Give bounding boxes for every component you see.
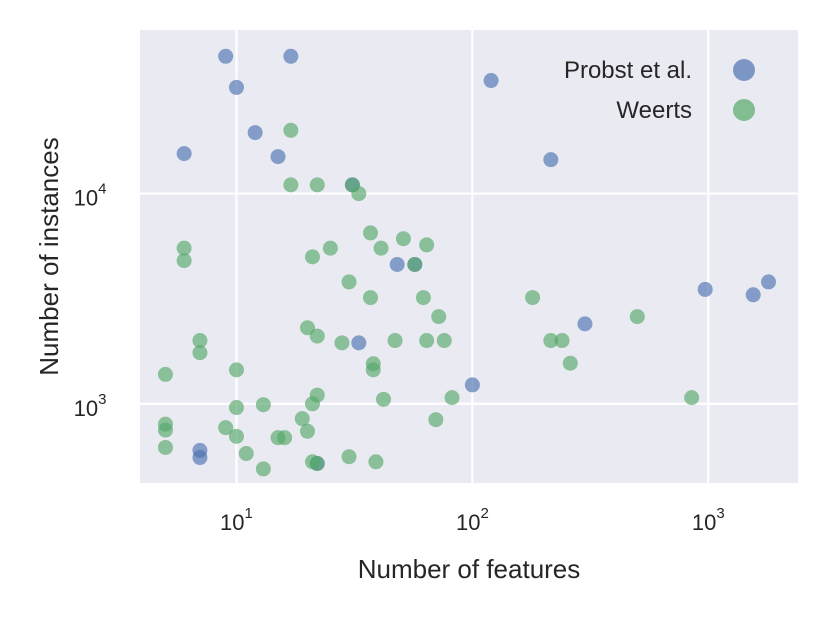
legend-marker (733, 99, 755, 121)
data-point (431, 309, 447, 325)
data-point (255, 461, 271, 477)
data-point (373, 240, 389, 256)
data-point (436, 333, 452, 349)
data-point (483, 73, 499, 89)
data-point (464, 377, 480, 393)
data-point (176, 240, 192, 256)
data-points (157, 48, 777, 477)
data-point (299, 320, 315, 336)
data-point (270, 149, 286, 165)
data-point (562, 355, 578, 371)
data-point (277, 430, 293, 446)
data-point (157, 439, 173, 455)
data-point (228, 428, 244, 444)
data-point (415, 290, 431, 306)
data-point (299, 423, 315, 439)
data-point (407, 256, 423, 272)
data-point (283, 122, 299, 138)
legend-label: Probst et al. (564, 57, 692, 84)
data-point (157, 366, 173, 382)
x-tick-label: 103 (692, 505, 725, 535)
data-point (192, 333, 208, 349)
legend: Probst et al. Weerts (564, 57, 755, 124)
data-point (389, 256, 405, 272)
data-point (228, 79, 244, 95)
data-point (363, 225, 379, 241)
data-point (304, 396, 320, 412)
x-axis-ticks: 101 102 103 (220, 505, 725, 535)
data-point (334, 335, 350, 351)
legend-marker (733, 59, 755, 81)
data-point (341, 274, 357, 290)
data-point (255, 397, 271, 413)
data-point (341, 449, 357, 465)
x-axis-label: Number of features (358, 554, 581, 584)
x-tick-label: 101 (220, 505, 253, 535)
data-point (218, 420, 234, 436)
data-point (684, 390, 700, 406)
data-point (283, 177, 299, 193)
series-2 (157, 122, 700, 477)
data-point (176, 253, 192, 269)
y-tick-label: 104 (74, 181, 107, 211)
data-point (218, 48, 234, 64)
data-point (745, 287, 761, 303)
data-point (192, 450, 208, 466)
data-point (228, 400, 244, 416)
data-point (395, 231, 411, 247)
data-point (428, 412, 444, 428)
data-point (363, 290, 379, 306)
legend-label: Weerts (616, 97, 692, 124)
data-point (577, 316, 593, 332)
data-point (419, 237, 435, 253)
data-point (157, 422, 173, 438)
data-point (322, 240, 338, 256)
data-point (629, 309, 645, 325)
data-point (176, 146, 192, 162)
data-point (525, 290, 541, 306)
data-point (304, 249, 320, 265)
data-point (444, 390, 460, 406)
data-point (761, 274, 777, 290)
data-point (309, 177, 325, 193)
data-point (368, 454, 384, 470)
data-point (192, 345, 208, 361)
y-axis-ticks: 103 104 (74, 181, 107, 421)
data-point (309, 456, 325, 472)
data-point (247, 125, 263, 141)
data-point (697, 281, 713, 297)
data-point (543, 152, 559, 168)
data-point (351, 335, 367, 351)
data-point (228, 362, 244, 378)
data-point (387, 333, 403, 349)
y-axis-label: Number of instances (34, 137, 64, 375)
y-tick-label: 103 (74, 391, 107, 421)
data-point (309, 328, 325, 344)
data-point (283, 48, 299, 64)
data-point (376, 391, 392, 407)
data-point (238, 446, 254, 462)
data-point (419, 333, 435, 349)
data-point (365, 362, 381, 378)
data-point (351, 186, 367, 202)
data-point (294, 411, 310, 427)
x-tick-label: 102 (456, 505, 489, 535)
plot-background (140, 30, 798, 483)
data-point (543, 333, 559, 349)
data-point (554, 333, 570, 349)
